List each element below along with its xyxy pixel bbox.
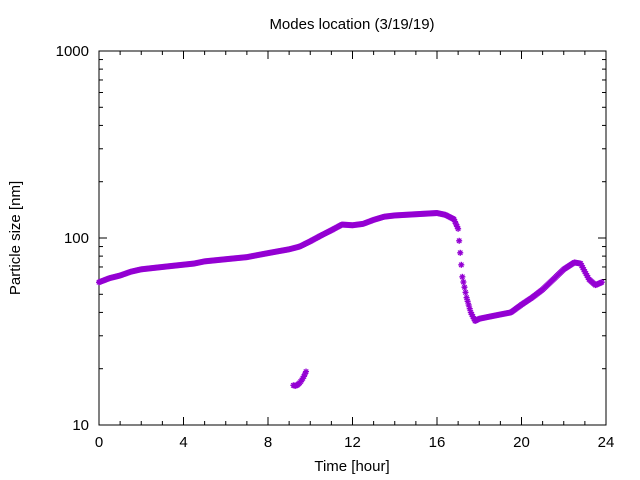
x-tick-label: 16: [429, 434, 446, 451]
y-tick-label: 10: [72, 417, 89, 434]
data-point-series-0: [457, 249, 464, 256]
x-axis-label: Time [hour]: [314, 458, 389, 475]
y-axis-label: Particle size [nm]: [7, 181, 24, 295]
data-point-series-0: [459, 273, 466, 280]
y-tick-label: 100: [64, 230, 89, 247]
axis-ticks: [98, 50, 607, 426]
x-tick-label: 4: [179, 434, 187, 451]
x-tick-label: 20: [513, 434, 530, 451]
data-point-series-0: [460, 279, 467, 286]
x-tick-label: 24: [598, 434, 615, 451]
data-point-series-1: [303, 368, 310, 375]
data-point-series-0: [462, 289, 469, 296]
data-points: [96, 210, 605, 389]
y-tick-label: 1000: [56, 43, 89, 60]
data-point-series-0: [455, 225, 462, 232]
x-tick-label: 0: [95, 434, 103, 451]
x-tick-labels: 0 4 8 12 16 20 24: [95, 434, 615, 451]
data-point-series-0: [598, 279, 605, 286]
data-point-series-0: [456, 237, 463, 244]
y-tick-labels: 10 100 1000: [56, 43, 89, 434]
data-point-series-0: [461, 284, 468, 291]
plot-frame: [98, 50, 607, 426]
data-point-series-0: [458, 261, 465, 268]
x-tick-label: 12: [344, 434, 361, 451]
x-tick-label: 8: [264, 434, 272, 451]
chart-title: Modes location (3/19/19): [269, 16, 434, 33]
